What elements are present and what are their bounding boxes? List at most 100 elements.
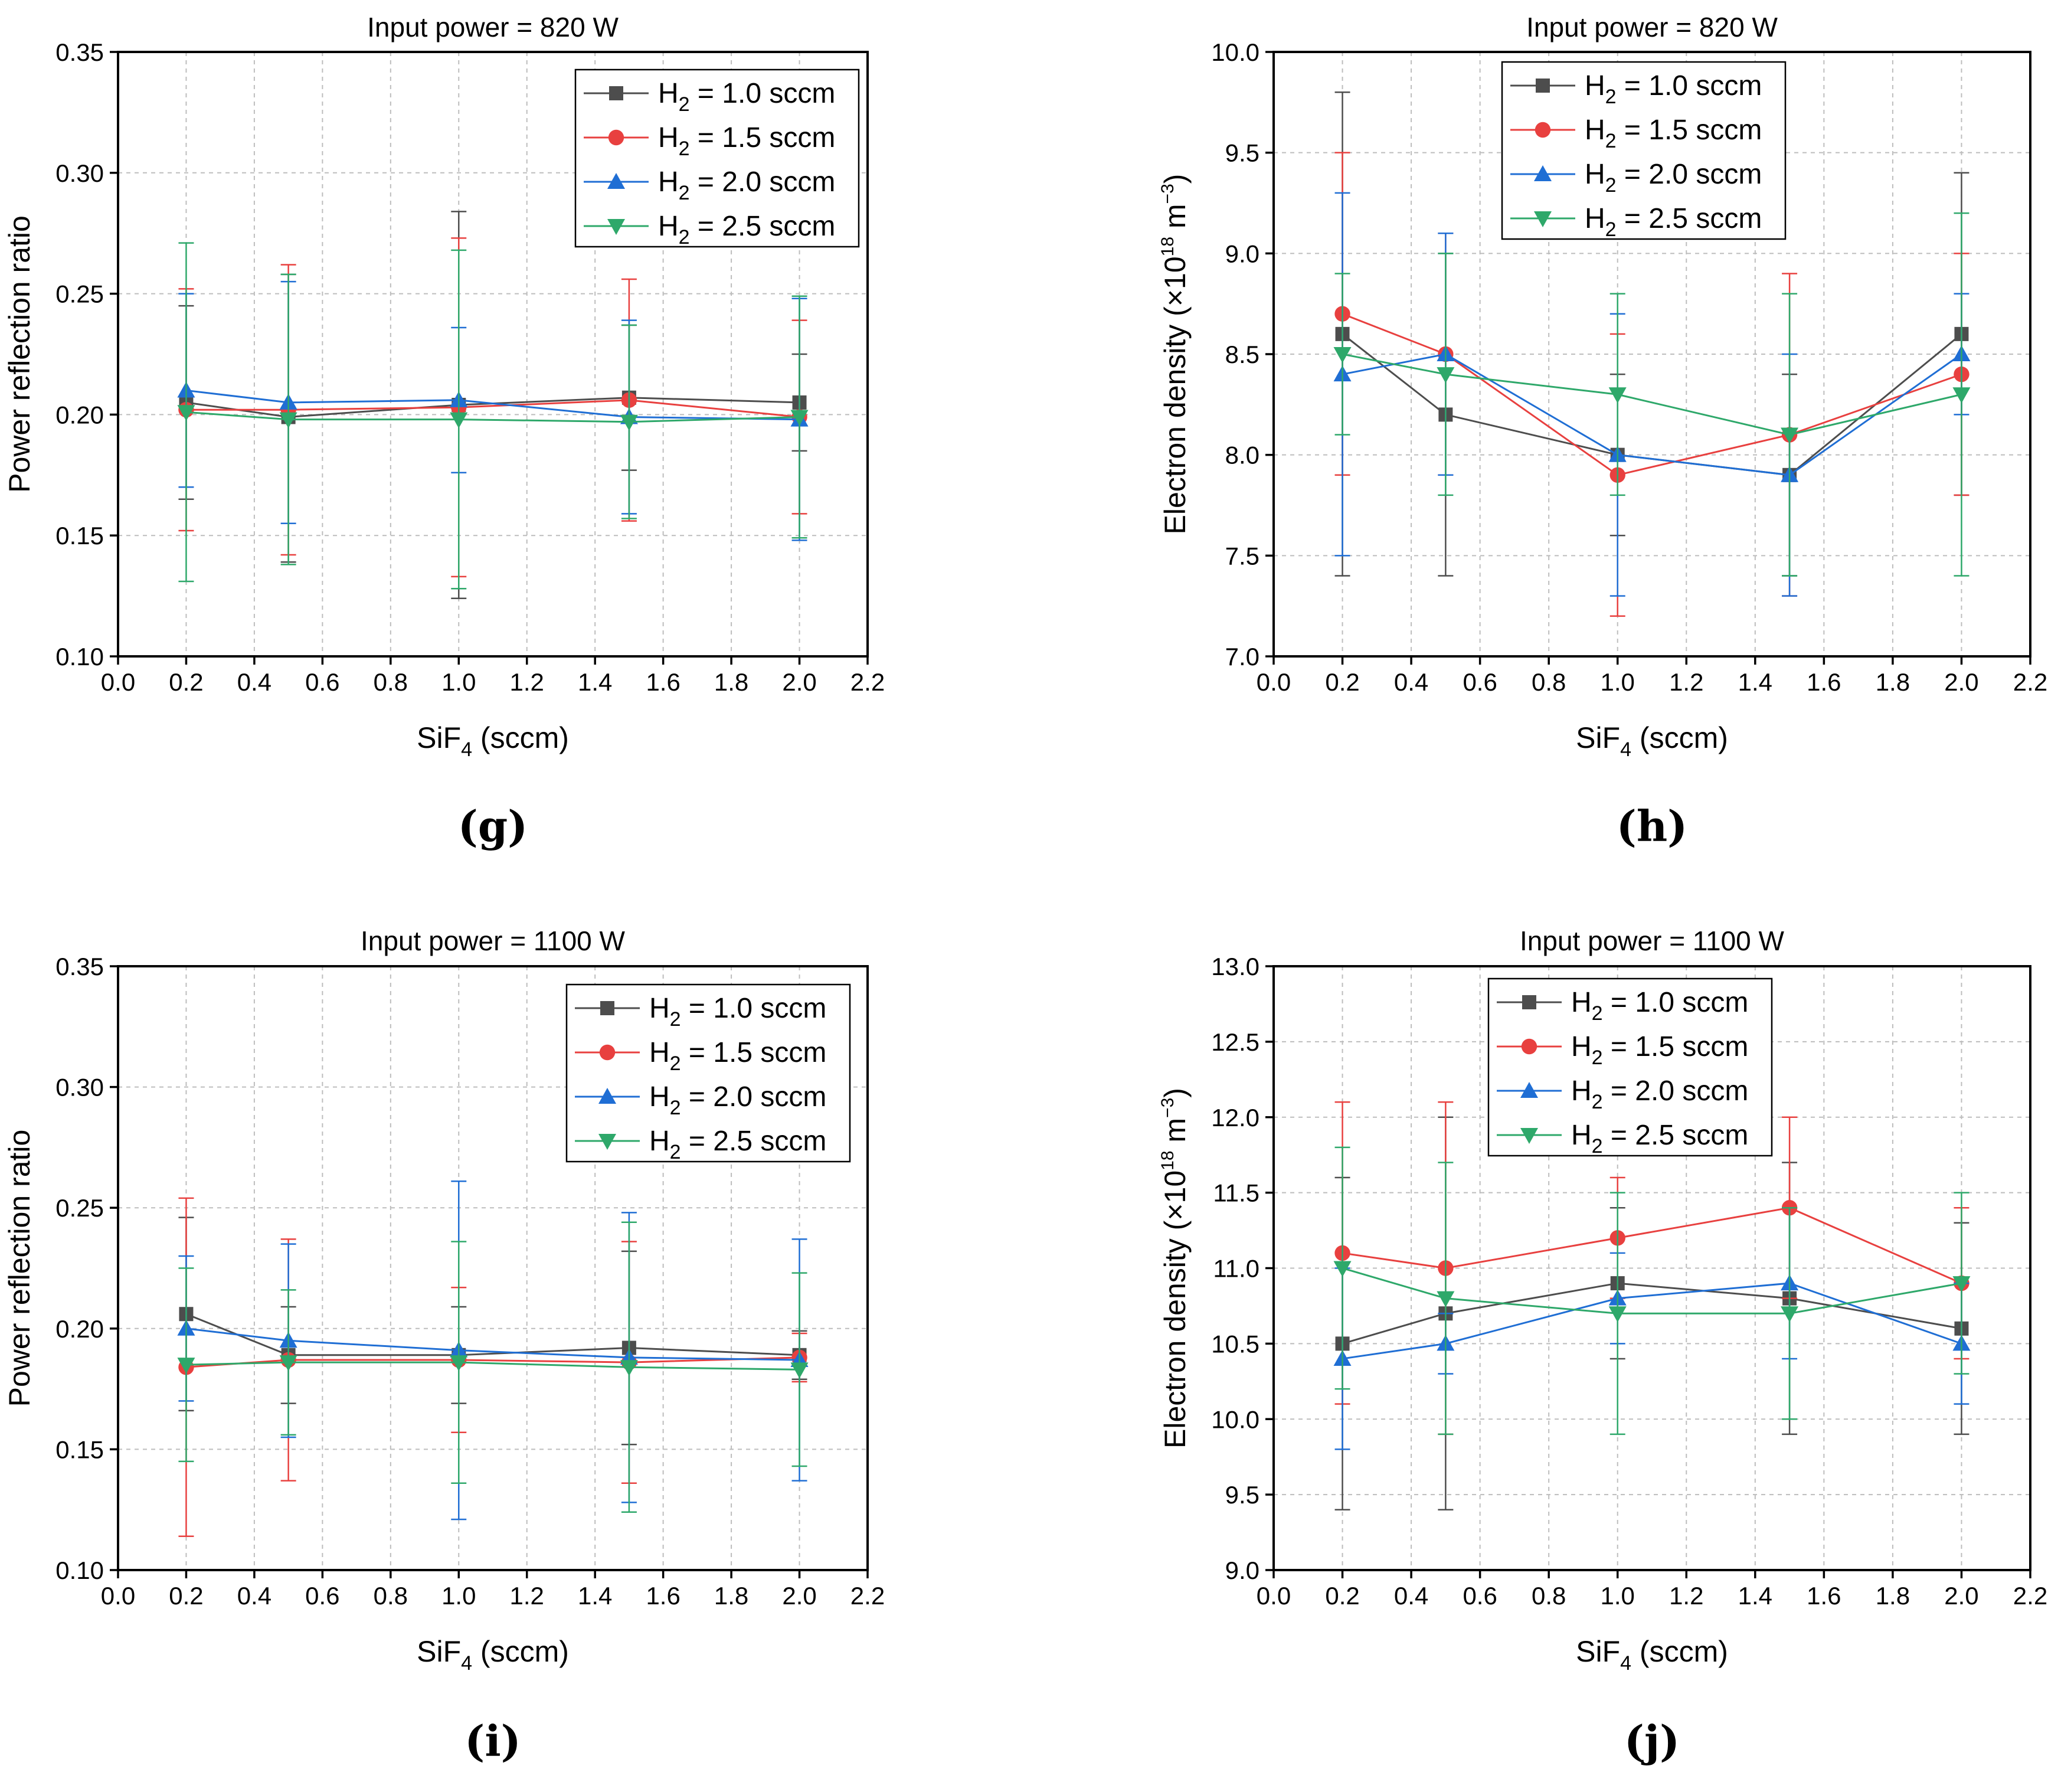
y-axis-label: Electron density (×1018 m−3) xyxy=(1158,174,1192,535)
text-part: H xyxy=(649,1037,670,1068)
x-tick-label: 1.2 xyxy=(510,1582,544,1610)
text-part: = 2.0 sccm xyxy=(1603,1075,1749,1107)
x-tick-label: 2.0 xyxy=(1944,668,1978,696)
text-part: H xyxy=(1585,70,1605,102)
text-part: = 2.5 sccm xyxy=(681,1126,827,1157)
legend-label: H2 = 1.5 sccm xyxy=(658,122,835,160)
chart-title: Input power = 1100 W xyxy=(361,926,625,956)
text-part: Power reflection ratio xyxy=(3,1130,36,1407)
legend-marker xyxy=(1520,1082,1538,1098)
text-part: 2 xyxy=(670,1008,681,1031)
legend-marker xyxy=(607,173,625,189)
y-tick-label: 0.15 xyxy=(55,1435,104,1463)
text-part: (sccm) xyxy=(472,1635,569,1668)
text-part: = 1.5 sccm xyxy=(1617,115,1762,146)
y-tick-label: 0.10 xyxy=(55,643,104,671)
chart-title: Input power = 820 W xyxy=(1526,12,1778,42)
legend-marker xyxy=(599,1044,616,1061)
x-axis-label: SiF4 (sccm) xyxy=(1576,1635,1728,1675)
x-tick-label: 0.2 xyxy=(169,1582,203,1610)
data-point xyxy=(1437,367,1455,384)
data-point xyxy=(279,412,297,429)
plot-frame xyxy=(117,965,869,1571)
y-tick-label: 0.35 xyxy=(55,38,104,66)
y-tick-label: 0.15 xyxy=(55,522,104,550)
y-tick-label: 9.0 xyxy=(1225,1556,1259,1584)
text-part: = 1.5 sccm xyxy=(1603,1031,1749,1062)
plot-frame xyxy=(117,51,869,658)
series-0 xyxy=(178,1217,807,1446)
y-tick-label: 0.20 xyxy=(55,1315,104,1343)
panel-label: (h) xyxy=(1617,801,1687,851)
y-tick-label: 9.5 xyxy=(1225,139,1259,167)
text-part: SiF xyxy=(1576,721,1620,754)
x-axis-label: SiF4 (sccm) xyxy=(1576,721,1728,761)
text-part: 2 xyxy=(1592,1047,1603,1069)
legend-marker xyxy=(1522,995,1536,1009)
y-tick-label: 0.25 xyxy=(55,280,104,308)
legend-label: H2 = 2.5 sccm xyxy=(1571,1120,1748,1157)
x-tick-label: 1.2 xyxy=(1669,668,1703,696)
text-part: 2 xyxy=(1592,1135,1603,1157)
series-3 xyxy=(177,1221,809,1513)
y-tick-label: 7.0 xyxy=(1225,643,1259,671)
x-tick-label: 0.2 xyxy=(1325,1582,1359,1610)
y-tick-label: 7.5 xyxy=(1225,542,1259,570)
panel-label: (g) xyxy=(458,801,528,851)
x-tick-label: 1.8 xyxy=(1876,668,1910,696)
legend-label: H2 = 1.0 sccm xyxy=(658,78,835,116)
legend-label: H2 = 1.5 sccm xyxy=(1585,115,1762,152)
data-point xyxy=(620,414,638,431)
series-2 xyxy=(1333,192,1971,597)
chart-panel-h: 0.0 0.2 0.4 0.6 0.8 1.0 1.2 1.4 1.6 1.8 2.0 2.2 7.0 7… xyxy=(1158,12,2047,851)
legend-label: H2 = 1.0 sccm xyxy=(649,993,826,1031)
text-part: SiF xyxy=(417,1635,461,1668)
x-tick-label: 2.0 xyxy=(782,668,816,696)
text-part: 2 xyxy=(679,138,690,160)
text-part: ) xyxy=(1159,174,1192,184)
data-point xyxy=(450,1355,468,1372)
text-part: H xyxy=(649,993,670,1024)
text-part: 2 xyxy=(1605,130,1617,152)
data-point xyxy=(177,405,195,421)
data-point xyxy=(1781,427,1799,444)
x-tick-label: 1.6 xyxy=(1807,1582,1841,1610)
legend-marker xyxy=(1520,1128,1538,1144)
text-part: = 2.5 sccm xyxy=(1617,203,1762,234)
series-line xyxy=(1342,353,1962,436)
y-tick-label: 8.5 xyxy=(1225,341,1259,368)
text-part: 4 xyxy=(461,1652,472,1675)
y-tick-label: 0.30 xyxy=(55,159,104,187)
legend-marker xyxy=(598,1088,616,1104)
legend-marker xyxy=(598,1134,616,1150)
series-2 xyxy=(1333,1206,1971,1450)
series-1 xyxy=(178,237,807,578)
series-line xyxy=(1342,313,1962,476)
x-axis-label: SiF4 (sccm) xyxy=(417,1635,569,1675)
x-tick-label: 1.2 xyxy=(1669,1582,1703,1610)
y-tick-label: 9.0 xyxy=(1225,240,1259,267)
data-point xyxy=(1952,1276,1971,1293)
legend-label: H2 = 1.0 sccm xyxy=(1571,987,1748,1025)
x-tick-label: 2.0 xyxy=(782,1582,816,1610)
text-part: H xyxy=(1571,1075,1592,1107)
text-part: = 2.0 sccm xyxy=(690,166,836,198)
data-layer xyxy=(177,1180,809,1537)
text-part: H xyxy=(658,122,679,153)
x-axis-label: SiF4 (sccm) xyxy=(417,721,569,761)
y-axis-label: Power reflection ratio xyxy=(3,215,36,493)
x-tick-label: 0.0 xyxy=(1257,668,1291,696)
series-line xyxy=(186,1327,800,1361)
text-part: 2 xyxy=(679,226,690,248)
panel-label: (i) xyxy=(464,1716,521,1766)
x-tick-label: 0.8 xyxy=(1532,1582,1566,1610)
legend-marker xyxy=(1536,79,1550,93)
text-part: 2 xyxy=(1605,86,1617,108)
series-line xyxy=(186,411,800,423)
series-1 xyxy=(178,1197,807,1537)
text-part: SiF xyxy=(1576,1635,1620,1668)
y-tick-label: 11.5 xyxy=(1213,1179,1259,1207)
legend-marker xyxy=(1534,211,1552,227)
